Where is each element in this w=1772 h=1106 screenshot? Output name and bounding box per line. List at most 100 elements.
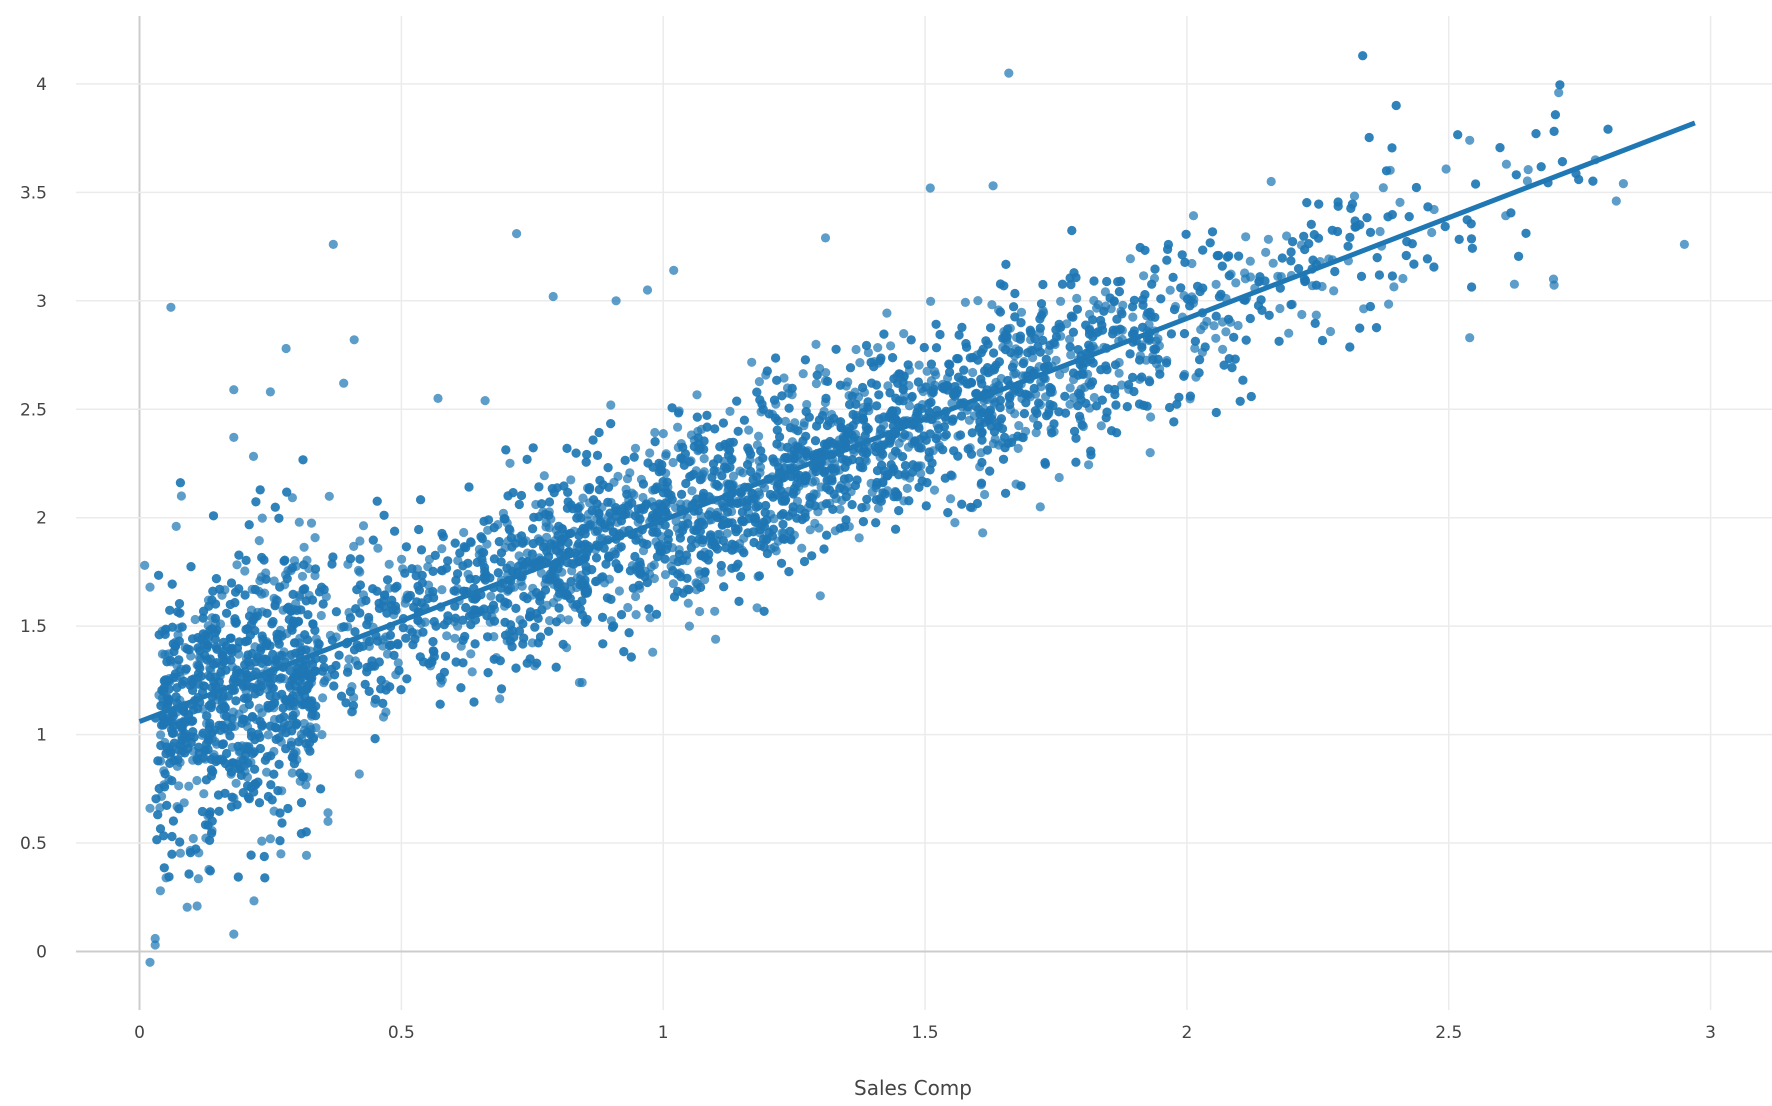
data-point	[167, 579, 177, 589]
data-point	[156, 730, 166, 740]
data-point	[1125, 349, 1135, 359]
data-point	[1411, 182, 1421, 193]
data-point	[1311, 280, 1321, 290]
data-point	[1211, 407, 1221, 418]
data-point	[607, 622, 618, 633]
data-point	[704, 510, 714, 520]
data-point	[544, 497, 555, 507]
data-point	[443, 616, 453, 626]
data-point	[629, 452, 639, 462]
data-point	[323, 672, 333, 682]
data-point	[998, 454, 1009, 464]
data-point	[1066, 311, 1076, 321]
data-point	[268, 649, 278, 660]
data-point	[253, 729, 263, 739]
data-point	[658, 429, 668, 439]
data-point	[1381, 166, 1392, 176]
data-point	[175, 837, 185, 847]
data-point	[170, 669, 181, 679]
data-point	[231, 696, 241, 706]
data-point	[1035, 502, 1045, 512]
data-point	[1274, 336, 1284, 346]
data-point	[940, 473, 950, 483]
data-point	[254, 536, 264, 546]
data-point	[1531, 129, 1541, 139]
data-point	[642, 577, 653, 588]
data-points	[140, 51, 1689, 967]
data-point	[1016, 481, 1026, 491]
data-point	[633, 504, 643, 514]
data-point	[257, 836, 267, 846]
data-point	[1147, 279, 1157, 289]
data-point	[716, 567, 726, 577]
data-point	[996, 414, 1007, 424]
data-point	[435, 699, 445, 709]
data-point	[307, 595, 318, 605]
data-point	[345, 554, 356, 564]
data-point	[1245, 313, 1255, 324]
data-point	[1035, 314, 1045, 324]
data-point	[376, 675, 386, 685]
data-point	[1096, 421, 1106, 431]
data-point	[821, 368, 831, 378]
data-point	[482, 611, 492, 621]
data-point	[805, 525, 815, 535]
data-point	[390, 526, 400, 536]
data-point	[1227, 363, 1237, 373]
data-point	[271, 734, 281, 745]
data-point	[400, 568, 410, 578]
data-point	[145, 803, 155, 813]
data-point	[1268, 258, 1278, 268]
data-point	[971, 389, 981, 399]
data-point	[562, 443, 572, 453]
data-point	[229, 929, 239, 939]
data-point	[277, 818, 287, 828]
data-point	[1099, 306, 1109, 316]
data-point	[1402, 237, 1412, 247]
data-point	[1009, 369, 1019, 379]
data-point	[793, 450, 803, 460]
data-point	[1395, 197, 1405, 207]
data-point	[631, 610, 641, 620]
data-point	[821, 483, 831, 493]
data-point	[549, 488, 559, 498]
data-point	[914, 360, 924, 370]
data-point	[1004, 68, 1014, 78]
data-point	[160, 769, 170, 779]
data-point	[645, 448, 655, 458]
data-point	[1221, 327, 1231, 337]
data-point	[458, 658, 468, 668]
data-point	[1308, 255, 1318, 265]
data-point	[500, 597, 510, 607]
data-point	[182, 902, 192, 912]
data-point	[289, 556, 300, 566]
data-point	[755, 395, 765, 405]
data-point	[914, 423, 924, 433]
data-point	[211, 599, 221, 609]
data-point	[166, 302, 176, 312]
data-point	[650, 437, 660, 447]
data-point	[835, 504, 845, 514]
data-point	[1302, 198, 1312, 208]
data-point	[1105, 293, 1115, 303]
data-point	[1231, 278, 1241, 288]
data-point	[364, 686, 374, 697]
data-point	[361, 595, 371, 606]
data-point	[260, 588, 270, 598]
data-point	[717, 471, 727, 481]
data-point	[429, 593, 439, 603]
data-point	[1055, 370, 1065, 380]
data-point	[966, 449, 977, 459]
data-point	[323, 808, 333, 818]
data-point	[641, 500, 651, 510]
data-point	[746, 449, 756, 459]
data-point	[1161, 358, 1172, 368]
data-point	[1041, 354, 1051, 364]
data-point	[1441, 164, 1451, 174]
data-point	[971, 401, 981, 412]
data-point	[620, 455, 630, 465]
data-point	[1349, 191, 1360, 201]
data-point	[1185, 301, 1195, 311]
data-point	[661, 451, 671, 461]
data-point	[307, 709, 317, 720]
